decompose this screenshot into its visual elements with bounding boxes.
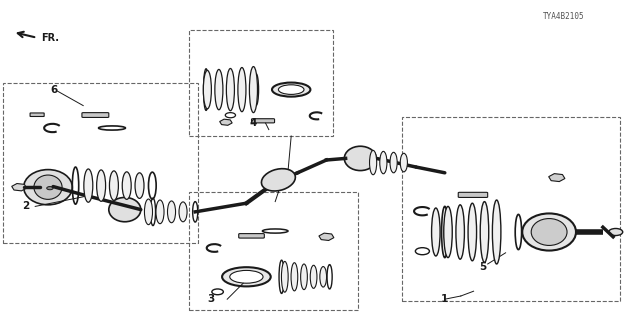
Ellipse shape — [215, 69, 223, 110]
Text: 2: 2 — [22, 201, 29, 212]
Ellipse shape — [109, 171, 118, 200]
Ellipse shape — [156, 200, 164, 224]
Text: 4: 4 — [249, 118, 257, 128]
Ellipse shape — [204, 70, 211, 109]
FancyBboxPatch shape — [239, 234, 264, 238]
Ellipse shape — [168, 201, 175, 223]
Ellipse shape — [390, 152, 397, 173]
Ellipse shape — [291, 263, 298, 291]
Ellipse shape — [109, 197, 141, 222]
Text: 1: 1 — [441, 294, 449, 304]
Circle shape — [47, 187, 53, 190]
Ellipse shape — [238, 68, 246, 112]
Ellipse shape — [272, 83, 310, 97]
Ellipse shape — [344, 146, 376, 171]
Ellipse shape — [400, 153, 408, 172]
Text: TYA4B2105: TYA4B2105 — [542, 12, 584, 20]
Ellipse shape — [278, 85, 304, 94]
Ellipse shape — [122, 172, 131, 199]
Ellipse shape — [456, 205, 465, 259]
Ellipse shape — [431, 208, 440, 256]
Ellipse shape — [261, 169, 296, 191]
Ellipse shape — [468, 203, 477, 261]
Ellipse shape — [24, 170, 72, 205]
Ellipse shape — [135, 173, 144, 198]
Text: FR.: FR. — [42, 33, 60, 43]
FancyBboxPatch shape — [458, 192, 488, 197]
Ellipse shape — [222, 267, 271, 286]
Ellipse shape — [531, 219, 567, 245]
Text: 6: 6 — [51, 84, 58, 95]
Ellipse shape — [250, 67, 257, 113]
Ellipse shape — [282, 261, 288, 292]
Text: 5: 5 — [479, 262, 487, 272]
Ellipse shape — [301, 264, 307, 290]
Ellipse shape — [227, 68, 234, 111]
Bar — [3, 83, 198, 243]
Ellipse shape — [380, 151, 387, 174]
Ellipse shape — [310, 265, 317, 288]
Ellipse shape — [97, 170, 106, 201]
Ellipse shape — [179, 202, 187, 222]
Ellipse shape — [444, 206, 452, 258]
Ellipse shape — [492, 200, 501, 264]
Ellipse shape — [522, 213, 576, 251]
Ellipse shape — [34, 175, 62, 199]
Bar — [402, 117, 620, 301]
Circle shape — [609, 228, 623, 236]
Bar — [189, 30, 333, 136]
FancyBboxPatch shape — [82, 113, 109, 117]
Bar — [189, 192, 358, 310]
Ellipse shape — [480, 202, 489, 262]
Ellipse shape — [320, 267, 326, 287]
Text: 3: 3 — [207, 294, 215, 304]
Ellipse shape — [230, 270, 263, 283]
Ellipse shape — [369, 150, 377, 175]
Ellipse shape — [84, 169, 93, 202]
FancyBboxPatch shape — [252, 119, 275, 123]
FancyBboxPatch shape — [30, 113, 44, 116]
Ellipse shape — [145, 199, 152, 225]
